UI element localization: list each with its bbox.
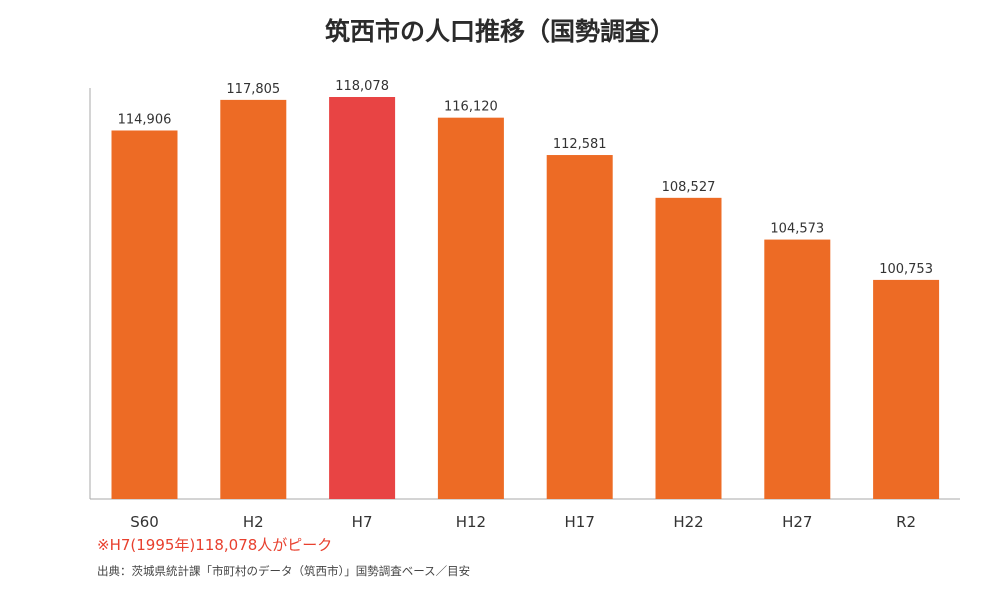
bar-h22: [655, 197, 722, 499]
bar-h17: [546, 155, 613, 499]
bar-h27: [764, 239, 831, 499]
bar-s60: [111, 130, 178, 500]
bar-h7: [329, 97, 396, 499]
x-tick-h22: H22: [673, 513, 703, 531]
value-label-h22: 108,527: [662, 180, 716, 195]
x-tick-h2: H2: [243, 513, 264, 531]
x-tick-r2: R2: [896, 513, 916, 531]
value-label-h12: 116,120: [444, 100, 498, 115]
x-tick-h27: H27: [782, 513, 812, 531]
value-label-h7: 118,078: [335, 79, 389, 94]
source-caption: 出典：茨城県統計課「市町村のデータ（筑西市）」国勢調査ベース／目安: [97, 564, 471, 578]
x-tick-h7: H7: [352, 513, 373, 531]
bar-h2: [220, 99, 287, 499]
bar-h12: [437, 117, 504, 500]
value-label-r2: 100,753: [879, 262, 933, 277]
value-label-h17: 112,581: [553, 137, 607, 152]
value-label-s60: 114,906: [118, 112, 172, 127]
chart-title: 筑西市の人口推移（国勢調査）: [324, 17, 675, 46]
bar-r2: [873, 279, 940, 499]
value-label-h2: 117,805: [226, 82, 280, 97]
x-tick-s60: S60: [130, 513, 159, 531]
x-tick-h17: H17: [565, 513, 595, 531]
value-label-h27: 104,573: [770, 222, 824, 237]
peak-note: ※H7(1995年)118,078人がピーク: [97, 536, 333, 554]
x-tick-h12: H12: [456, 513, 486, 531]
